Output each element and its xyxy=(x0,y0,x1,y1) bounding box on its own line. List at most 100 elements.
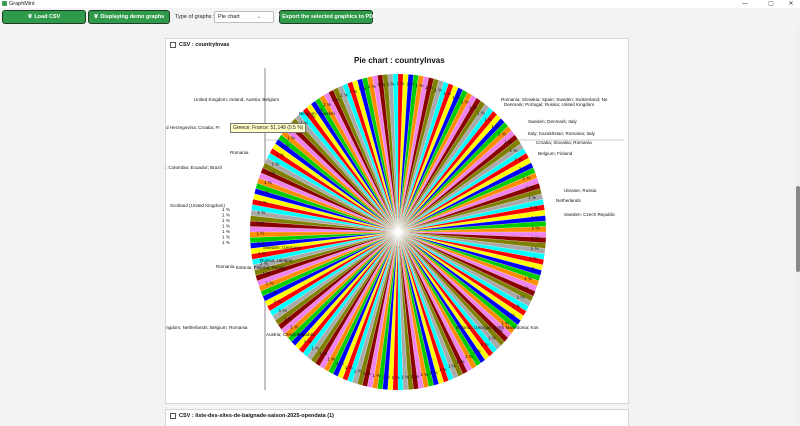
pie-slice[interactable] xyxy=(262,232,398,302)
pie-slice[interactable] xyxy=(288,232,398,342)
pie-slice[interactable] xyxy=(398,130,515,232)
pie-slice[interactable] xyxy=(295,232,398,350)
slice-divider xyxy=(387,231,399,390)
pie-slice[interactable] xyxy=(398,107,494,232)
pie-slice[interactable] xyxy=(295,114,398,232)
pie-slice[interactable] xyxy=(284,232,398,338)
pie-slice[interactable] xyxy=(298,110,398,232)
pie-slice[interactable] xyxy=(311,101,398,232)
graph-type-select[interactable]: Pie chart ⌄ xyxy=(214,11,274,23)
pie-slice[interactable] xyxy=(291,232,398,346)
pie-slice[interactable] xyxy=(398,232,521,325)
pie-slice[interactable] xyxy=(398,232,472,372)
select-chart-checkbox[interactable] xyxy=(170,42,176,48)
demo-graphs-button[interactable]: ❦ Displaying demo graphs xyxy=(88,10,170,24)
pie-slice[interactable] xyxy=(267,153,398,232)
slice-percent-label: 1 % xyxy=(512,304,520,309)
pie-slice[interactable] xyxy=(398,157,532,232)
slice-divider xyxy=(397,78,435,233)
pie-slice[interactable] xyxy=(398,232,532,307)
pie-slice[interactable] xyxy=(328,89,398,233)
pie-slice[interactable] xyxy=(398,122,508,232)
pie-slice[interactable] xyxy=(288,122,398,232)
pie-slice[interactable] xyxy=(315,98,398,232)
pie-slice[interactable] xyxy=(306,232,398,360)
pie-slice[interactable] xyxy=(319,232,398,369)
select-chart-checkbox[interactable] xyxy=(170,413,176,419)
slice-divider xyxy=(397,74,414,233)
minimize-icon[interactable]: — xyxy=(742,1,748,7)
pie-slice[interactable] xyxy=(398,232,485,363)
pie-slice[interactable] xyxy=(315,232,398,366)
pie-slice[interactable] xyxy=(311,232,398,363)
slice-divider xyxy=(397,172,536,233)
pie-slice[interactable] xyxy=(398,162,534,232)
pie-slice[interactable] xyxy=(398,232,508,342)
pie-slice[interactable] xyxy=(278,134,398,232)
pie-slice[interactable] xyxy=(269,148,398,232)
pie-slice[interactable] xyxy=(324,232,398,372)
pie-slice[interactable] xyxy=(398,232,468,375)
pie-slice[interactable] xyxy=(398,232,524,321)
pie-chart[interactable]: 1 % 1 % 1 % 1 %1 %1 %1 %1 %1 %1 %1 %1 %1 %1… xyxy=(166,64,628,400)
pie-slice[interactable] xyxy=(272,232,398,321)
pie-slice[interactable] xyxy=(398,95,477,232)
slice-percent-label: 1 % xyxy=(336,361,344,366)
scrollbar-thumb[interactable] xyxy=(796,186,800,272)
pie-slice[interactable] xyxy=(291,118,398,232)
pie-slice[interactable] xyxy=(398,89,468,233)
pie-slice[interactable] xyxy=(398,148,527,232)
pie-slice[interactable] xyxy=(398,110,498,232)
pie-slice[interactable] xyxy=(398,232,477,369)
pie-slice[interactable] xyxy=(398,232,501,350)
pie-slice[interactable] xyxy=(324,92,398,233)
pie-slice[interactable] xyxy=(306,104,398,232)
pie-slice[interactable] xyxy=(275,139,398,232)
pie-slice[interactable] xyxy=(398,232,518,330)
pie-slice[interactable] xyxy=(398,232,494,357)
pie-slice[interactable] xyxy=(398,114,501,232)
pie-slice[interactable] xyxy=(398,143,524,232)
pie-slice[interactable] xyxy=(398,139,521,232)
pie-slice[interactable] xyxy=(284,126,398,232)
pie-slice[interactable] xyxy=(398,232,490,360)
pie-slice[interactable] xyxy=(269,232,398,316)
pie-slice[interactable] xyxy=(264,157,398,232)
pie-slice[interactable] xyxy=(302,232,398,357)
slice-divider xyxy=(275,143,399,233)
pie-slice[interactable] xyxy=(398,134,518,232)
pie-slice[interactable] xyxy=(328,232,398,375)
pie-slice[interactable] xyxy=(398,118,505,232)
maximize-icon[interactable]: ▢ xyxy=(768,1,774,7)
pie-slice[interactable] xyxy=(398,153,529,232)
pie-slice[interactable] xyxy=(319,95,398,232)
export-pdf-button[interactable]: ❦ Export the selected graphics to PDF xyxy=(275,10,377,24)
load-csv-button[interactable]: ❦ Load CSV xyxy=(2,10,86,24)
pie-slice[interactable] xyxy=(275,232,398,325)
pie-slice[interactable] xyxy=(398,232,515,334)
pie-slice[interactable] xyxy=(398,92,472,233)
pie-slice[interactable] xyxy=(281,130,398,232)
pie-slice[interactable] xyxy=(398,126,512,232)
pie-slice[interactable] xyxy=(267,232,398,311)
pie-slice[interactable] xyxy=(398,232,498,354)
pie-slice[interactable] xyxy=(302,107,398,232)
pie-slice[interactable] xyxy=(398,232,534,302)
pie-slice[interactable] xyxy=(298,232,398,354)
pie-slice[interactable] xyxy=(278,232,398,330)
pie-slice[interactable] xyxy=(272,143,398,232)
chart-panel-baignade: CSV : liste-des-sites-de-baignade-saison… xyxy=(165,409,629,426)
pie-slice[interactable] xyxy=(264,232,398,307)
slice-percent-label: 1 % xyxy=(260,261,268,266)
pie-slice[interactable] xyxy=(398,232,512,338)
pie-slice[interactable] xyxy=(398,101,485,232)
pie-slice[interactable] xyxy=(262,162,398,232)
pie-slice[interactable] xyxy=(398,232,481,366)
pie-slice[interactable] xyxy=(281,232,398,334)
close-icon[interactable]: ✕ xyxy=(788,1,794,7)
pie-slice[interactable] xyxy=(398,232,527,316)
pie-slice[interactable] xyxy=(398,232,505,346)
pie-slice[interactable] xyxy=(398,104,490,232)
pie-slice[interactable] xyxy=(398,98,481,232)
pie-slice[interactable] xyxy=(398,232,529,311)
